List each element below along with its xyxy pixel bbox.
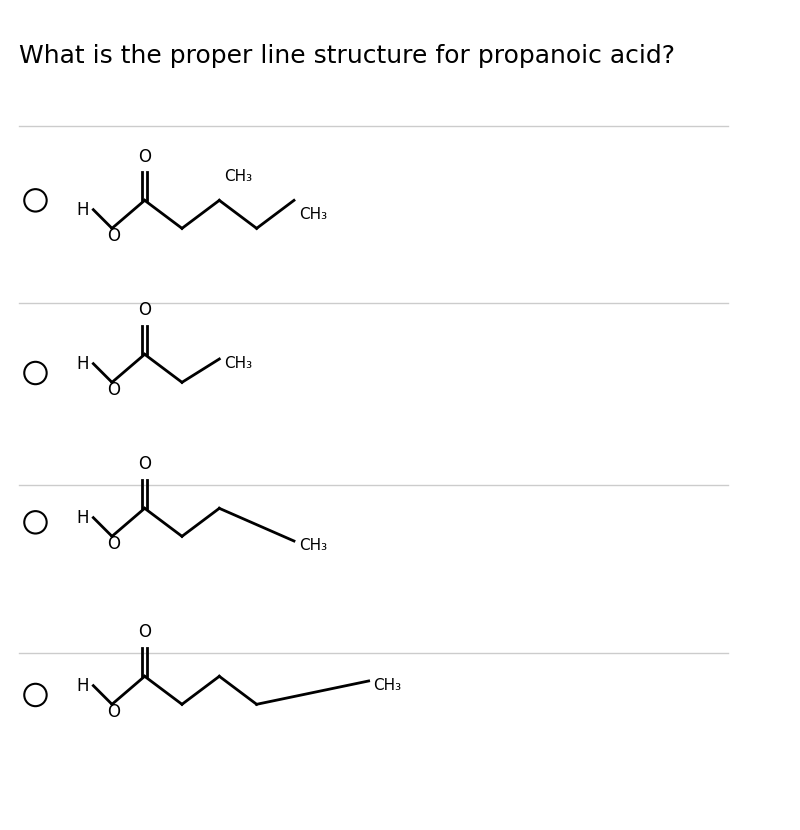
Text: H: H [76, 509, 89, 527]
Text: O: O [138, 622, 151, 641]
Text: H: H [76, 676, 89, 695]
Text: O: O [138, 301, 151, 319]
Text: O: O [107, 227, 120, 245]
Text: O: O [107, 703, 120, 720]
Text: O: O [138, 455, 151, 473]
Text: O: O [107, 535, 120, 553]
Text: CH₃: CH₃ [374, 678, 402, 693]
Text: H: H [76, 201, 89, 218]
Text: O: O [138, 148, 151, 166]
Text: What is the proper line structure for propanoic acid?: What is the proper line structure for pr… [18, 44, 674, 68]
Text: O: O [107, 381, 120, 398]
Text: CH₃: CH₃ [224, 356, 252, 371]
Text: CH₃: CH₃ [298, 538, 326, 553]
Text: CH₃: CH₃ [224, 169, 252, 184]
Text: H: H [76, 354, 89, 373]
Text: CH₃: CH₃ [298, 207, 326, 222]
